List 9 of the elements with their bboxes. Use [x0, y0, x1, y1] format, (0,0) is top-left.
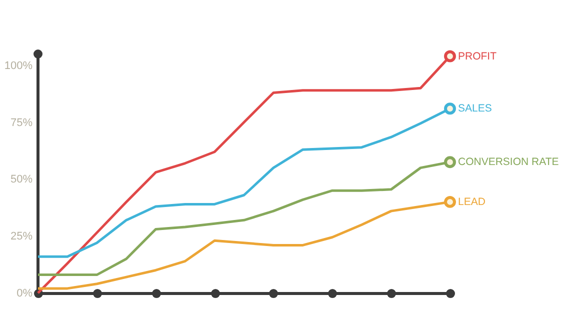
y-tick-label: 25%	[10, 230, 33, 243]
series-label: PROFIT	[458, 50, 498, 62]
y-tick-label: 75%	[10, 116, 33, 129]
y-tick-label: 100%	[4, 60, 33, 72]
series-label: SALES	[458, 102, 492, 115]
series-label: CONVERSION RATE	[458, 156, 559, 168]
series-label: LEAD	[458, 196, 486, 208]
y-tick-label: 50%	[10, 174, 33, 186]
y-tick-label: 0%	[16, 288, 33, 300]
